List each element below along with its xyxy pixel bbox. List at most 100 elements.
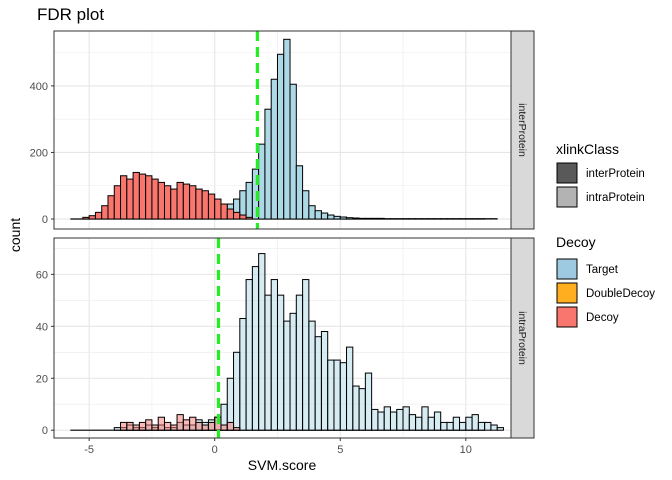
bar-target <box>258 143 266 220</box>
bar-target <box>320 331 329 431</box>
bar-decoy <box>120 175 128 220</box>
y-tick-label: 20 <box>36 373 48 385</box>
x-axis-label: SVM.score <box>248 457 317 473</box>
bar-target <box>239 318 247 431</box>
legend-xlinkclass-title: xlinkClass <box>556 141 619 157</box>
bar-target <box>258 253 266 431</box>
bar-target <box>421 406 429 431</box>
bar-decoy <box>207 193 216 220</box>
panel-bottom-bars <box>70 253 504 431</box>
legend-decoy-label-target: Target <box>586 264 619 276</box>
bar-decoy <box>220 424 228 431</box>
bar-decoy <box>189 416 197 431</box>
bar-target <box>327 359 335 431</box>
bar-target <box>383 406 391 431</box>
x-tick-label: 0 <box>212 444 218 456</box>
legend-decoy-swatch-doubledecoy <box>556 282 578 304</box>
bar-decoy <box>220 203 228 220</box>
x-tick-label: 5 <box>337 444 343 456</box>
bar-decoy <box>245 216 253 220</box>
bar-target <box>339 216 348 220</box>
bar-target <box>314 210 322 220</box>
bar-decoy <box>201 424 209 431</box>
bar-target <box>339 362 348 431</box>
legend-decoy-label-doubledecoy: DoubleDecoy <box>586 288 655 300</box>
bar-target <box>276 294 285 431</box>
bar-target <box>396 408 404 431</box>
bar-target <box>377 217 385 220</box>
bar-target <box>452 416 461 431</box>
bar-target <box>289 83 297 220</box>
bar-decoy <box>239 214 247 220</box>
bar-target <box>308 320 316 431</box>
bar-decoy <box>126 178 134 220</box>
y-tick-label: 40 <box>36 321 48 333</box>
bar-decoy <box>107 195 115 220</box>
x-tick-label: 10 <box>460 444 472 456</box>
bar-target <box>364 217 373 220</box>
bar-decoy <box>163 421 172 431</box>
bar-target <box>270 78 278 220</box>
bar-decoy <box>132 424 140 431</box>
bar-target <box>245 279 253 431</box>
panel-top: 0 200 400 interProtein <box>30 30 535 230</box>
bar-decoy <box>94 211 103 220</box>
bar-target <box>276 53 285 220</box>
bar-target <box>352 385 360 431</box>
legend-decoy-swatch-target <box>556 258 578 280</box>
bar-target <box>490 424 498 431</box>
panel-top-strip-label: interProtein <box>516 103 528 157</box>
bar-target <box>471 414 479 431</box>
legend-decoy-label-decoy: Decoy <box>586 312 619 324</box>
bar-target <box>295 294 304 431</box>
bar-decoy <box>176 414 184 431</box>
bar-target <box>477 421 486 431</box>
bar-decoy <box>138 173 147 220</box>
bar-target <box>270 279 278 431</box>
bar-decoy <box>163 185 172 220</box>
x-tick-label: -5 <box>84 444 94 456</box>
bar-target <box>245 181 253 220</box>
bar-decoy <box>113 185 122 220</box>
bar-target <box>440 421 448 431</box>
bar-target <box>389 411 398 431</box>
bar-decoy <box>189 185 197 220</box>
bar-target <box>346 217 354 220</box>
bar-decoy <box>157 416 165 431</box>
bar-decoy <box>195 188 203 220</box>
bar-decoy <box>151 178 159 220</box>
bar-target <box>496 427 504 431</box>
bar-decoy <box>233 427 241 431</box>
bar-decoy <box>170 424 178 431</box>
chart-title: FDR plot <box>37 5 104 24</box>
bar-target <box>264 108 272 220</box>
bar-decoy <box>195 421 203 431</box>
bar-target <box>484 421 492 431</box>
bar-target <box>113 427 122 431</box>
panel-bottom: 0 20 40 60 intraProtein <box>36 237 535 439</box>
bar-target <box>371 217 379 220</box>
bar-decoy <box>176 181 184 220</box>
bar-target <box>327 214 335 220</box>
bar-decoy <box>182 183 191 220</box>
panel-bottom-y-ticks: 0 20 40 60 <box>36 269 54 437</box>
panel-bottom-strip <box>510 237 535 439</box>
bar-decoy <box>157 181 165 220</box>
bar-target <box>251 266 260 431</box>
bar-decoy <box>233 211 241 220</box>
bar-decoy <box>182 419 191 431</box>
y-tick-label: 60 <box>36 269 48 281</box>
bar-target <box>333 359 341 431</box>
legend-decoy: Decoy Target DoubleDecoy Decoy <box>556 234 655 328</box>
panel-top-strip <box>510 30 535 230</box>
bar-decoy <box>170 188 178 220</box>
bar-decoy <box>145 419 153 431</box>
bar-target <box>302 190 310 220</box>
bar-target <box>415 416 423 431</box>
bar-target <box>459 421 467 431</box>
legend-xlinkclass-swatch-interprotein <box>556 162 578 184</box>
bar-target <box>364 372 373 431</box>
x-axis-ticks: -5 0 5 10 <box>84 438 472 456</box>
y-tick-label: 400 <box>30 81 48 93</box>
bar-target <box>346 346 354 431</box>
